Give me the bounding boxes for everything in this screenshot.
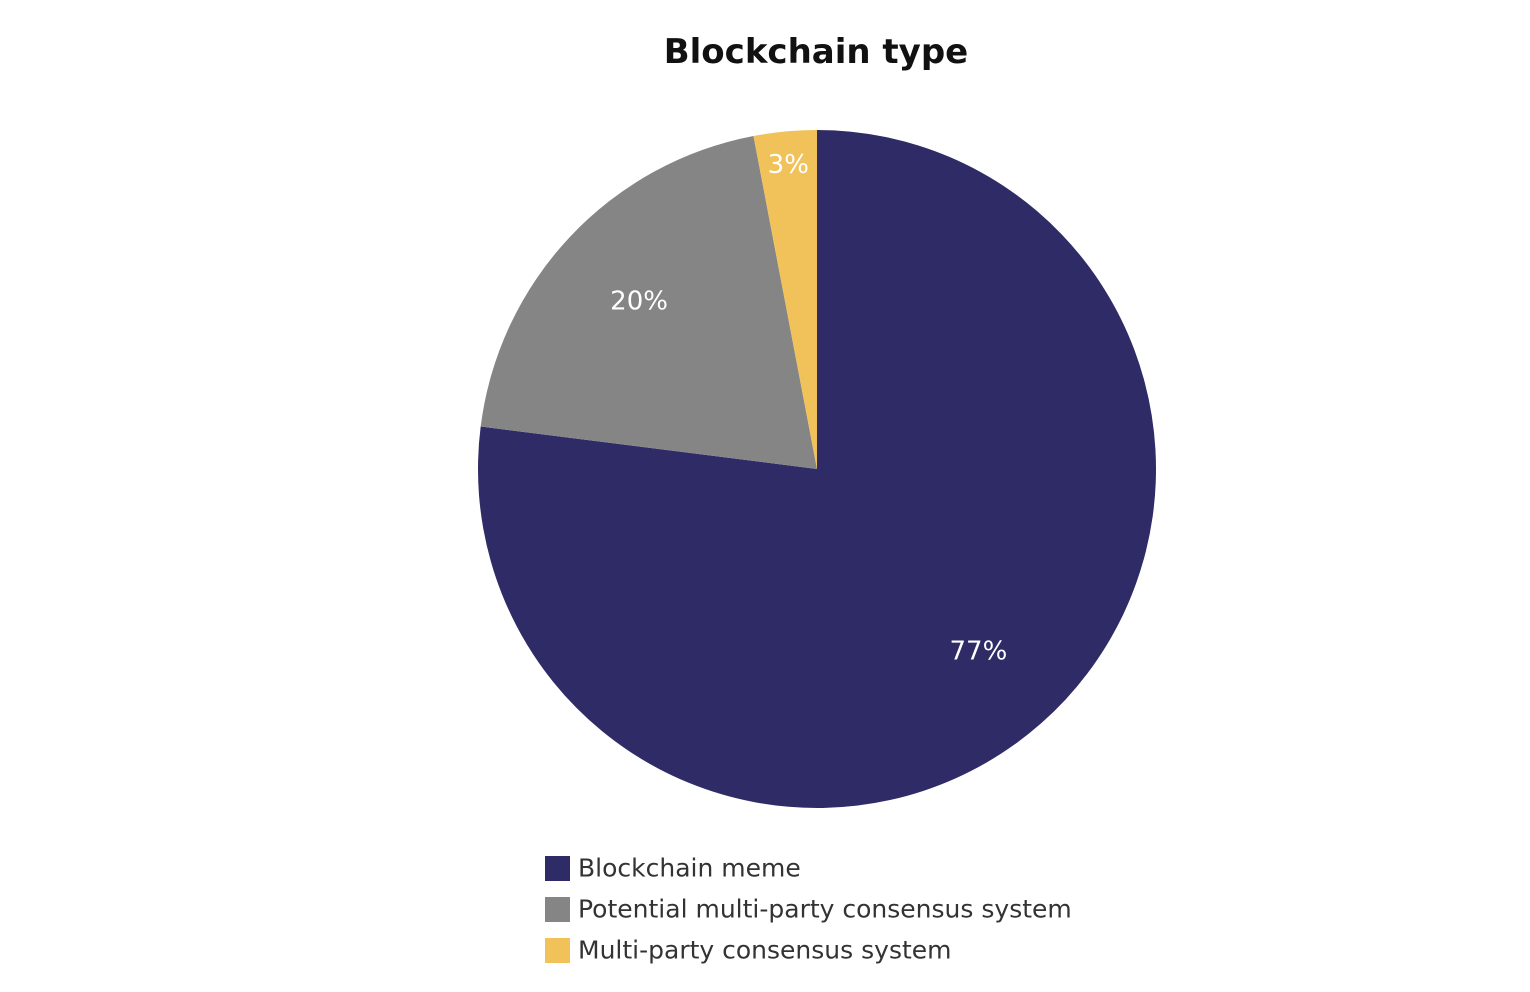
slice-label-potential-multi-party-consensus-system: 20%: [610, 286, 668, 316]
legend-label: Multi-party consensus system: [578, 936, 952, 965]
legend-entry-potential-multi-party-consensus-system: Potential multi-party consensus system: [545, 895, 1072, 924]
slice-label-multi-party-consensus-system: 3%: [768, 150, 809, 180]
legend-swatch: [545, 938, 570, 963]
chart-title: Blockchain type: [664, 32, 969, 72]
pie-slice-blockchain-meme: [478, 130, 1157, 808]
slice-label-blockchain-meme: 77%: [950, 637, 1008, 667]
legend-entry-multi-party-consensus-system: Multi-party consensus system: [545, 936, 952, 965]
legend-label: Potential multi-party consensus system: [578, 895, 1072, 924]
legend-entry-blockchain-meme: Blockchain meme: [545, 854, 801, 883]
pie-slices: [478, 130, 1157, 808]
pie-slice-potential-multi-party-consensus-system: [480, 136, 817, 469]
pie-slice-labels: 77% 20% 3%: [610, 150, 1007, 667]
pie-slice-multi-party-consensus-system: [753, 130, 817, 469]
legend: Blockchain meme Potential multi-party con…: [545, 854, 1072, 965]
legend-swatch: [545, 897, 570, 922]
legend-swatch: [545, 856, 570, 881]
legend-label: Blockchain meme: [578, 854, 801, 883]
